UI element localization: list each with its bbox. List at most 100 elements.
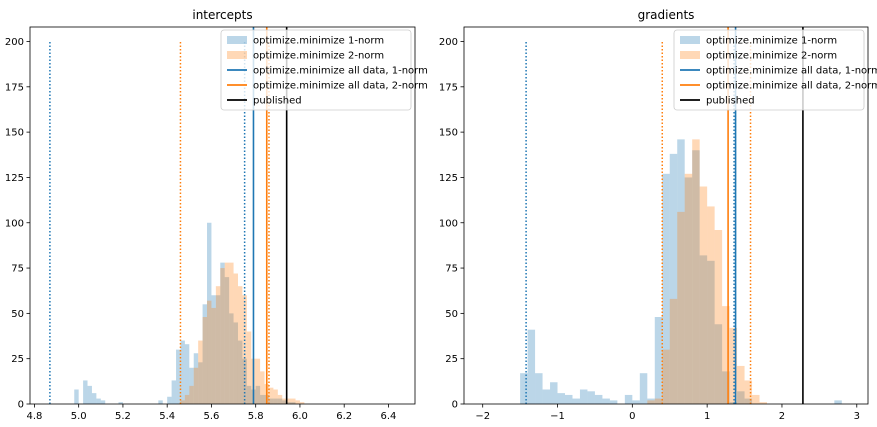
- hist-bar: [255, 358, 261, 404]
- x-tick-label: 2: [779, 411, 785, 422]
- hist-bar: [118, 402, 123, 404]
- hist-bar: [211, 295, 216, 404]
- hist-bar: [714, 230, 723, 404]
- y-tick-label: 175: [439, 82, 458, 93]
- hist-bar: [632, 400, 640, 404]
- hist-bar: [189, 385, 194, 404]
- hist-bar: [184, 344, 190, 404]
- x-tick-label: 5.6: [203, 411, 219, 422]
- legend-swatch: [680, 36, 700, 44]
- hist-bar: [237, 340, 243, 404]
- legend-label: optimize.minimize 2-norm: [706, 51, 837, 62]
- x-tick-label: 4.8: [26, 411, 42, 422]
- hist-bar: [268, 398, 274, 404]
- x-tick-label: −1: [550, 411, 565, 422]
- hist-bar: [520, 373, 528, 404]
- hist-bar: [587, 391, 595, 404]
- hist-bar: [722, 306, 730, 404]
- hist-bar: [176, 349, 181, 404]
- y-tick-label: 0: [452, 400, 458, 411]
- axes-frame: [463, 26, 869, 405]
- hist-bar: [692, 150, 700, 404]
- hist-bar: [684, 177, 693, 404]
- legend-label: optimize.minimize all data, 1-norm: [253, 66, 428, 77]
- hist-bar: [737, 391, 745, 404]
- hist-bar: [677, 139, 685, 404]
- hist-bar: [268, 387, 274, 404]
- hist-bar: [291, 402, 296, 404]
- hist-bar: [96, 398, 101, 404]
- hist-bar: [189, 367, 194, 404]
- hist-bar: [692, 139, 700, 404]
- hist-bar: [647, 400, 655, 404]
- hist-bar: [229, 313, 234, 404]
- hist-bar: [277, 394, 283, 404]
- hist-bar: [215, 286, 221, 404]
- hist-bar: [714, 324, 723, 404]
- hist-bar: [91, 393, 97, 404]
- hist-bar: [198, 362, 203, 404]
- chart-panel-2: gradients 0 25 50 75 100 125 150 175 200 −2 −1 0 1 2 3 o…: [439, 8, 877, 422]
- hist-bar: [282, 398, 287, 404]
- y-tick-label: 25: [445, 354, 458, 365]
- y-tick-label: 200: [439, 37, 458, 48]
- chart-title: intercepts: [192, 8, 252, 22]
- hist-bar: [224, 277, 230, 404]
- x-tick-label: 5.4: [159, 411, 175, 422]
- x-tick-label: 5.2: [115, 411, 131, 422]
- hist-bar: [167, 396, 172, 404]
- legend-label: optimize.minimize 2-norm: [253, 51, 384, 62]
- hist-bar: [579, 389, 588, 404]
- y-tick-label: 175: [5, 82, 24, 93]
- y-tick-label: 200: [5, 37, 24, 48]
- hist-bar: [83, 380, 88, 404]
- x-tick-label: 6.0: [292, 411, 308, 422]
- hist-bar: [572, 398, 580, 404]
- hist-bar: [594, 394, 603, 404]
- hist-bar: [242, 358, 247, 404]
- hist-bar: [198, 340, 203, 404]
- hist-bar: [242, 295, 247, 404]
- hist-bar: [624, 394, 633, 404]
- hist-bar: [277, 398, 283, 404]
- legend-label: optimize.minimize 1-norm: [706, 36, 837, 47]
- x-tick-label: 6.4: [380, 411, 396, 422]
- y-tick-label: 100: [439, 218, 458, 229]
- hist-bar: [707, 260, 715, 404]
- legend: optimize.minimize 1-norm optimize.minimiz…: [220, 29, 428, 111]
- hist-bar: [193, 353, 199, 404]
- legend-label: published: [706, 96, 755, 107]
- hist-bar: [647, 398, 655, 404]
- hist-bar: [202, 304, 208, 404]
- hist-bar: [233, 322, 238, 404]
- hist-bar: [184, 394, 190, 404]
- hist-bar: [171, 380, 177, 404]
- legend-swatch: [680, 51, 700, 59]
- hist-bar: [602, 398, 610, 404]
- y-tick-label: 150: [439, 128, 458, 139]
- hist-bar: [180, 400, 185, 404]
- x-tick-label: 3: [854, 411, 860, 422]
- hist-bar: [744, 398, 753, 404]
- axes-frame: [29, 26, 416, 405]
- hist-bar: [158, 400, 163, 404]
- hist-bar: [752, 394, 760, 404]
- hist-bar: [737, 365, 745, 404]
- hist-bar: [550, 382, 558, 404]
- hist-bar: [224, 262, 230, 404]
- y-tick-label: 125: [439, 173, 458, 184]
- legend: optimize.minimize 1-norm optimize.minimiz…: [673, 29, 877, 111]
- y-tick-label: 50: [11, 309, 24, 320]
- hist-bar: [684, 173, 693, 404]
- hist-bar: [527, 329, 536, 404]
- hist-bar: [299, 402, 305, 404]
- hist-bar: [295, 400, 300, 404]
- hist-bar: [654, 317, 663, 404]
- hist-bar: [699, 255, 708, 404]
- chart-panel-1: intercepts 0 25 50 75 100 125 150 175 200 4.8 5.0 5.…: [5, 8, 428, 422]
- hist-bar: [74, 389, 79, 404]
- hist-bar: [207, 300, 212, 404]
- hist-bar: [286, 402, 292, 404]
- y-tick-label: 75: [11, 264, 24, 275]
- y-tick-label: 50: [445, 309, 458, 320]
